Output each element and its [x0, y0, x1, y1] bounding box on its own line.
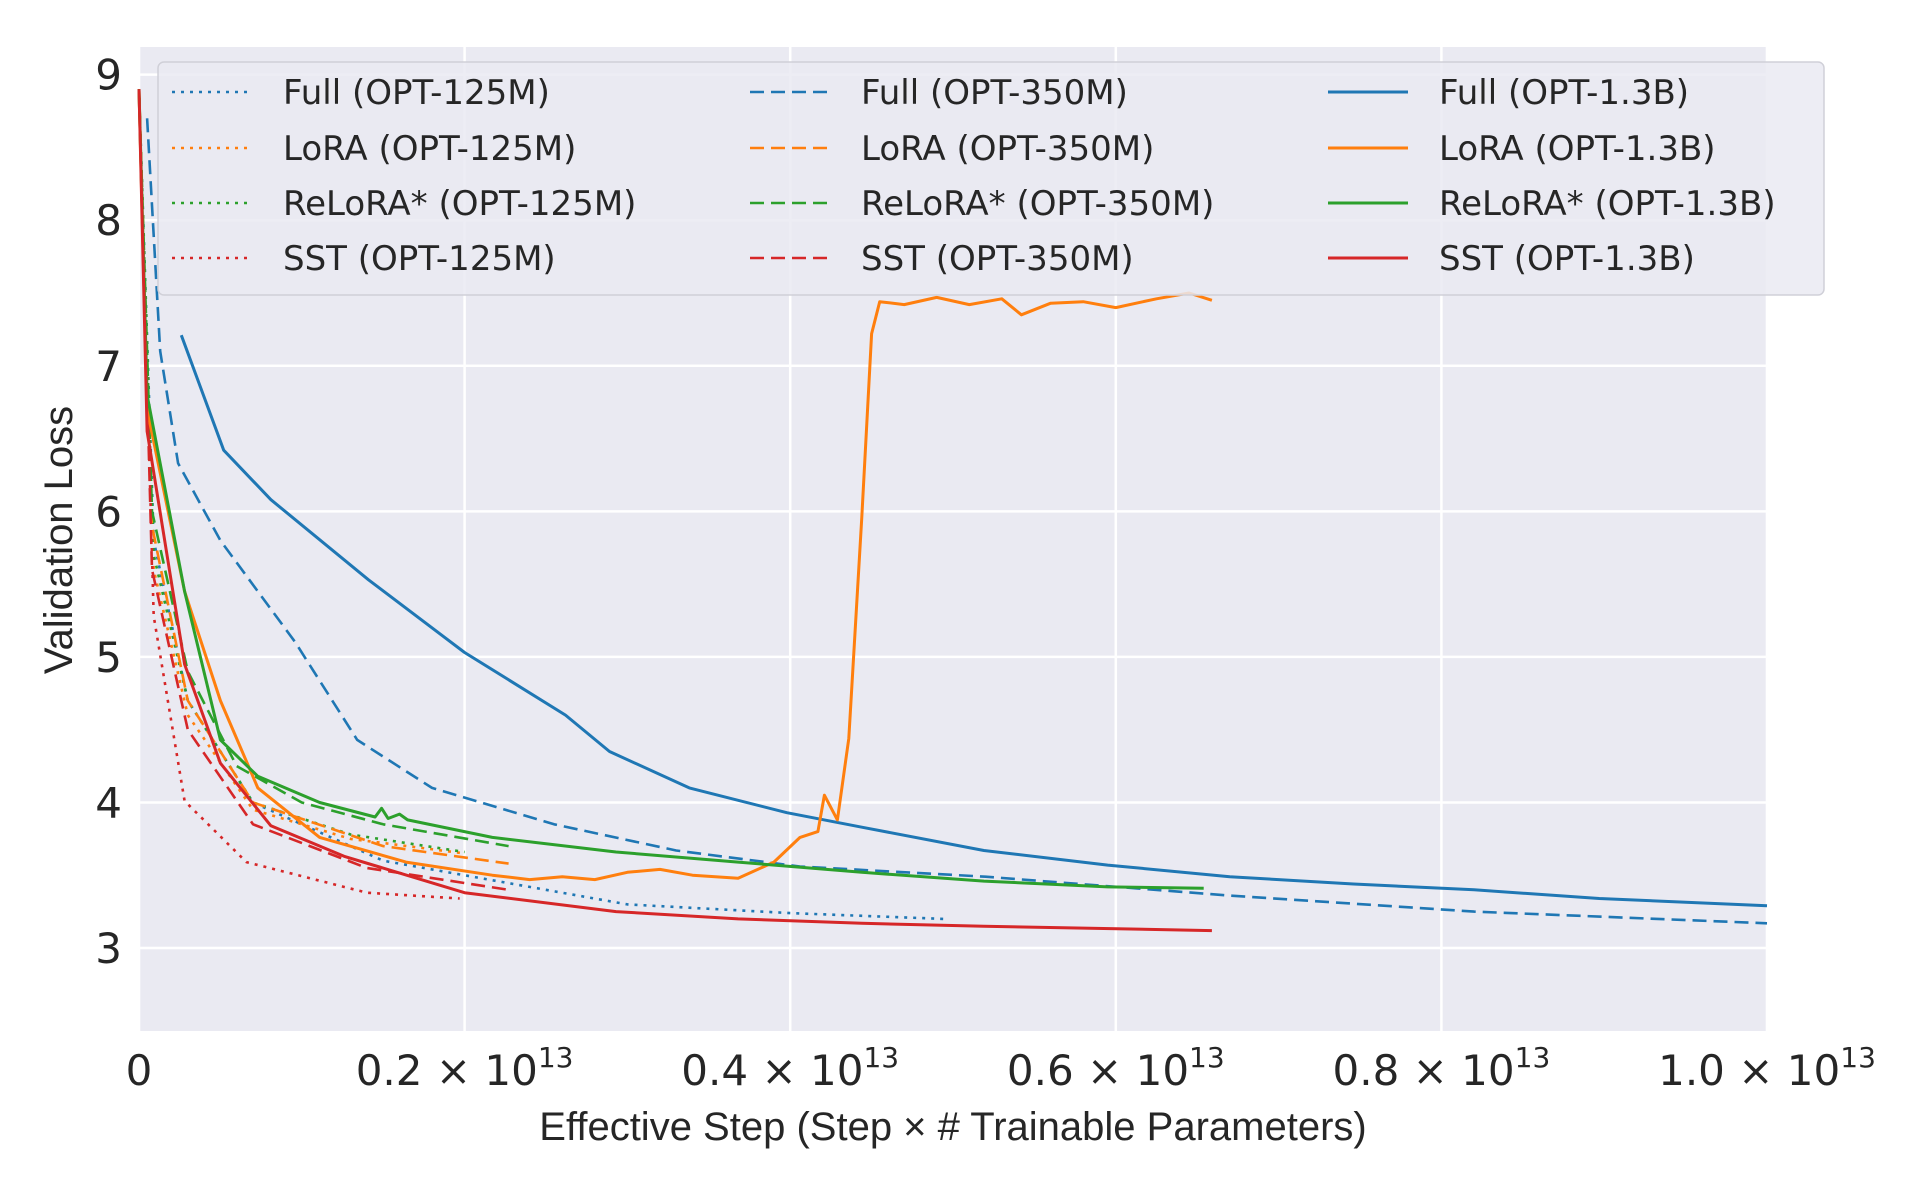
series-line	[137, 89, 465, 855]
x-tick-mantissa: 0.8 × 10	[1333, 1046, 1515, 1095]
y-tick-label: 4	[95, 778, 122, 827]
x-tick-mantissa: 0.6 × 10	[1007, 1046, 1189, 1095]
x-tick-exponent: 13	[1840, 1041, 1876, 1074]
x-tick-label: 0.2 × 1013	[356, 1041, 574, 1095]
x-tick-mantissa: 0.2 × 10	[356, 1046, 538, 1095]
y-axis-label: Validation Loss	[37, 406, 81, 674]
x-tick-label: 0.4 × 1013	[681, 1041, 899, 1095]
y-tick-label: 9	[95, 51, 122, 100]
y-tick-label: 8	[95, 196, 122, 245]
x-tick-mantissa: 0	[126, 1046, 153, 1095]
legend-entry: SST (OPT-1.3B)	[1439, 239, 1695, 279]
legend-box	[157, 61, 1825, 296]
legend-entry: LoRA (OPT-1.3B)	[1439, 129, 1716, 169]
legend-entry: ReLoRA* (OPT-125M)	[283, 184, 636, 224]
series-line	[179, 334, 1768, 908]
series-line	[137, 89, 460, 900]
series-line	[137, 89, 1204, 890]
series-line	[137, 89, 944, 921]
y-tick-label: 6	[95, 487, 122, 536]
x-tick-label: 0.6 × 1013	[1007, 1041, 1225, 1095]
y-tick-labels: 3 4 5 6 7 8 9	[95, 51, 122, 973]
series-line	[137, 89, 1212, 933]
legend-entry: Full (OPT-1.3B)	[1439, 73, 1689, 113]
legend-entry: LoRA (OPT-125M)	[283, 129, 576, 169]
y-tick-label: 5	[95, 633, 122, 682]
legend-entry: SST (OPT-125M)	[283, 239, 556, 279]
series-line	[145, 118, 1768, 925]
x-tick-exponent: 13	[1515, 1041, 1551, 1074]
x-tick-mantissa: 1.0 × 10	[1658, 1046, 1840, 1095]
x-tick-exponent: 13	[1189, 1041, 1225, 1074]
x-tick-labels: 0 0.2 × 1013 0.4 × 1013 0.6 × 1013 0.8 × 101…	[126, 1041, 1876, 1095]
y-tick-label: 7	[95, 342, 122, 391]
legend: Full (OPT-125M) LoRA (OPT-125M) ReLoRA* (O…	[157, 61, 1825, 296]
legend-entry: ReLoRA* (OPT-350M)	[861, 184, 1214, 224]
x-tick-label: 0.8 × 1013	[1333, 1041, 1551, 1095]
legend-entry: LoRA (OPT-350M)	[861, 129, 1154, 169]
legend-entry: Full (OPT-125M)	[283, 73, 550, 113]
legend-entry: Full (OPT-350M)	[861, 73, 1128, 113]
x-tick-label: 1.0 × 1013	[1658, 1041, 1876, 1095]
x-tick-exponent: 13	[863, 1041, 899, 1074]
x-axis-label: Effective Step (Step × # Trainable Param…	[539, 1105, 1366, 1149]
series-lines	[137, 89, 1768, 933]
legend-entry: SST (OPT-350M)	[861, 239, 1134, 279]
y-tick-label: 3	[95, 924, 122, 973]
series-line	[137, 89, 1213, 882]
x-tick-mantissa: 0.4 × 10	[681, 1046, 863, 1095]
x-tick-label: 0	[126, 1046, 153, 1095]
x-tick-exponent: 13	[538, 1041, 574, 1074]
series-line	[137, 89, 509, 848]
legend-entry: ReLoRA* (OPT-1.3B)	[1439, 184, 1776, 224]
